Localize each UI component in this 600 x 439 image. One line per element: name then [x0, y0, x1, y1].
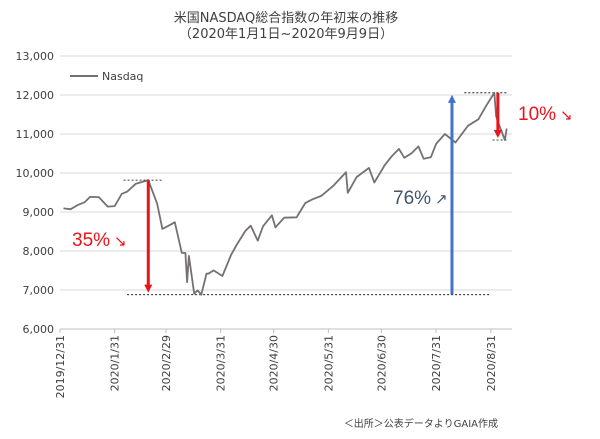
x-tick-label: 2020/2/29 — [160, 335, 173, 391]
x-tick-label: 2020/3/31 — [215, 335, 228, 391]
source-note: ＜出所＞公表データよりGAIA作成 — [344, 417, 498, 430]
chart-title: 米国NASDAQ総合指数の年初来の推移 — [174, 11, 399, 26]
x-tick-label: 2020/7/31 — [430, 335, 443, 391]
y-tick-label: 6,000 — [23, 323, 55, 336]
annotation-rise-76: 76% ↗ — [393, 188, 448, 209]
y-tick-label: 9,000 — [23, 206, 55, 219]
y-tick-label: 11,000 — [16, 128, 55, 141]
x-tick-label: 2020/6/30 — [375, 335, 388, 391]
y-tick-label: 7,000 — [23, 284, 55, 297]
x-axis: 2019/12/31 2020/1/31 2020/2/29 2020/3/31 202… — [54, 329, 498, 398]
y-tick-label: 13,000 — [16, 50, 55, 63]
x-tick-label: 2019/12/31 — [54, 335, 67, 398]
annotation-drop-35: 35% ↘ — [72, 230, 127, 251]
annotation-drop-10: 10% ↘ — [518, 104, 573, 125]
chart-subtitle: （2020年1月1日~2020年9月9日） — [179, 27, 393, 42]
y-tick-label: 12,000 — [16, 89, 55, 102]
x-tick-label: 2020/1/31 — [109, 335, 122, 391]
legend-label: Nasdaq — [102, 70, 143, 83]
y-tick-label: 8,000 — [23, 245, 55, 258]
y-axis: 6,000 7,000 8,000 9,000 10,000 11,000 12,000 13… — [16, 50, 55, 336]
legend: Nasdaq — [70, 70, 143, 83]
grid-lines — [60, 55, 512, 330]
y-tick-label: 10,000 — [16, 167, 55, 180]
nasdaq-line — [63, 91, 508, 296]
x-tick-label: 2020/4/30 — [268, 335, 281, 391]
reference-lines — [123, 92, 507, 296]
series-layer — [63, 91, 508, 296]
x-tick-label: 2020/5/31 — [322, 335, 335, 391]
x-tick-label: 2020/8/31 — [485, 335, 498, 391]
arrows-layer — [144, 92, 502, 295]
